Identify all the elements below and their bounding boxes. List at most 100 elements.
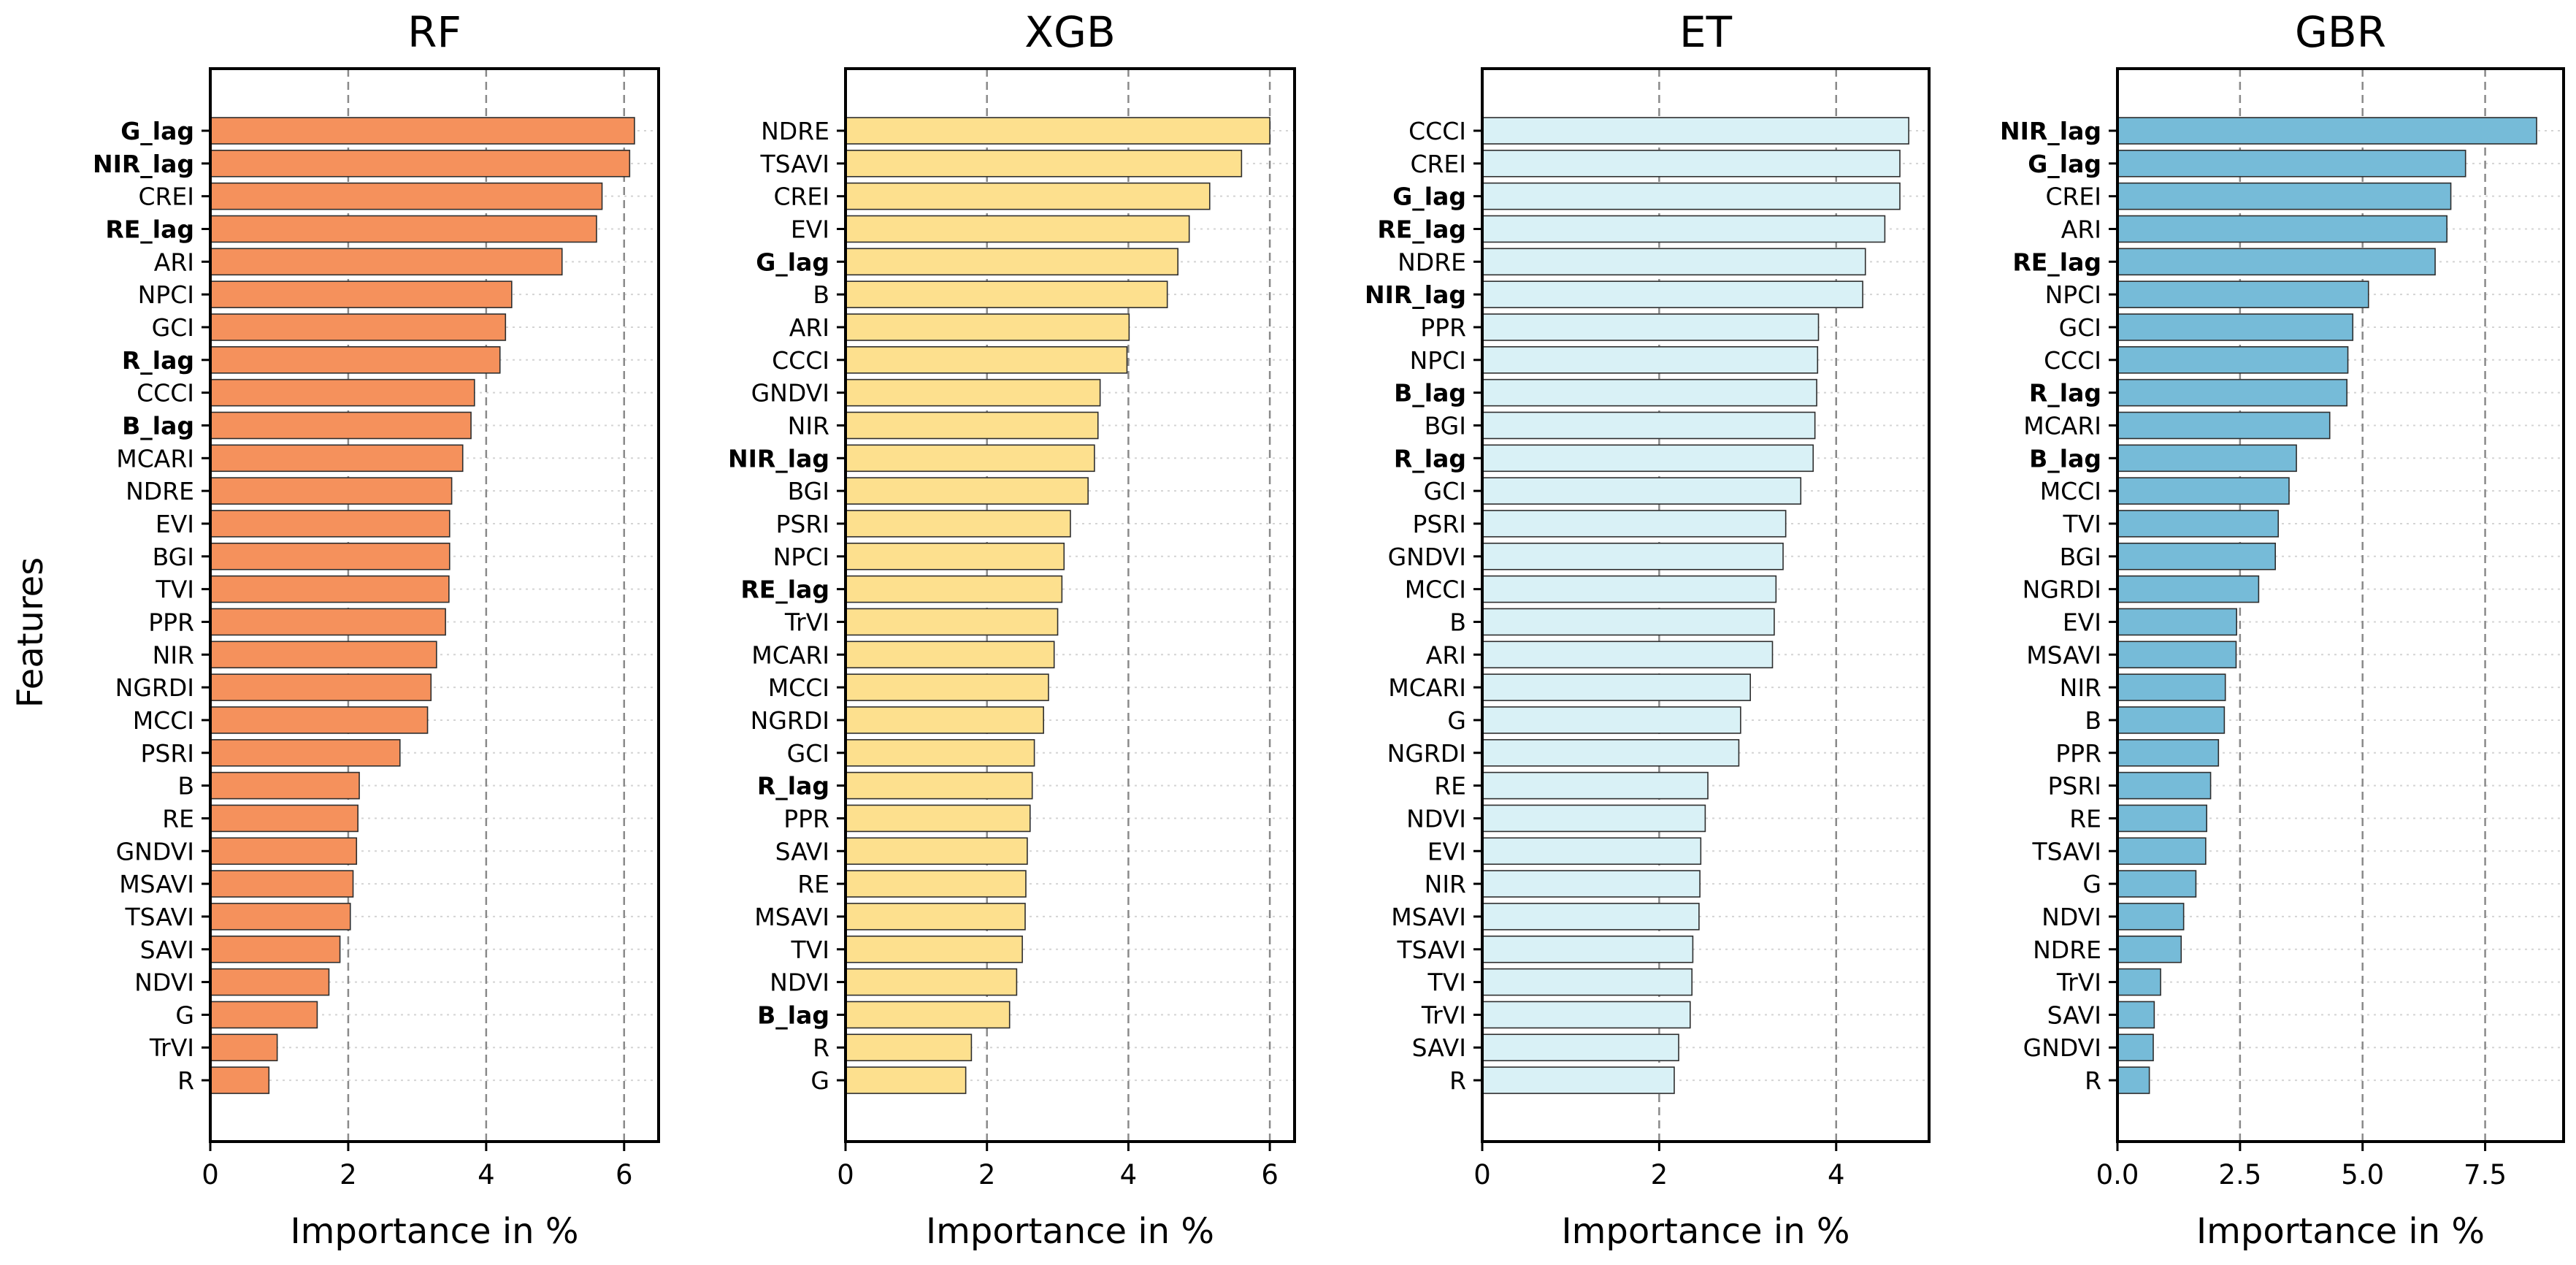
bar-psri [845, 510, 1071, 538]
bar-b [2117, 706, 2226, 734]
bar-gci [845, 738, 1035, 767]
bar-g-lag [845, 248, 1178, 276]
bar-ppr [845, 804, 1031, 833]
x-tick-label: 5.0 [2341, 1159, 2384, 1191]
bar-tvi [1481, 968, 1693, 996]
bar-g [2117, 870, 2197, 898]
y-tick-label: GCI [2059, 313, 2101, 342]
y-tick-label: CCCI [772, 346, 829, 375]
y-tick-label: G_lag [2028, 150, 2101, 178]
y-tick-label: BGI [153, 543, 194, 571]
y-tick-label: GCI [1424, 477, 1466, 505]
bar-trvi [210, 1033, 278, 1062]
x-tick-label: 0 [202, 1159, 219, 1191]
y-tick-label: NDRE [1398, 248, 1466, 276]
y-tick-label: NDRE [2033, 936, 2101, 964]
bar-nir [845, 411, 1099, 440]
bar-ndre [2117, 935, 2182, 963]
axes-frame [2116, 67, 2565, 1143]
bar-ppr [210, 608, 446, 636]
y-tick-label: MCCI [1405, 576, 1466, 604]
bar-crei [1481, 150, 1901, 177]
bar-gci [1481, 477, 1802, 505]
y-tick-label: EVI [1427, 837, 1466, 865]
y-tick-label: NGRDI [1387, 739, 1466, 768]
bar-ndre [845, 117, 1270, 145]
bar-mcari [845, 641, 1055, 669]
x-axis-label: Importance in % [1562, 1211, 1850, 1252]
bar-ppr [2117, 738, 2220, 767]
bar-msavi [845, 903, 1026, 930]
bar-npci [845, 542, 1065, 570]
y-tick-label: NPCI [773, 543, 829, 571]
bar-ccci [1481, 117, 1909, 145]
y-tick-label: G_lag [120, 117, 194, 145]
bar-g [210, 1001, 318, 1029]
y-tick-label: TSAVI [2032, 837, 2102, 865]
panel-xgb: NDRETSAVICREIEVIG_lagBARICCCIGNDVINIRNIR… [728, 7, 1296, 1252]
y-tick-label: MCCI [768, 673, 829, 702]
y-tick-label: EVI [156, 510, 194, 538]
figure-ylabel: Features [10, 557, 51, 708]
y-tick-label: G [2082, 870, 2101, 898]
y-tick-label: ARI [154, 248, 194, 276]
bar-ngrdi [1481, 738, 1740, 767]
y-tick-label: G_lag [1392, 183, 1466, 211]
y-tick-label: CREI [773, 183, 829, 211]
y-tick-label: G_lag [756, 248, 829, 276]
panel-et: CCCI CREI G_lag RE_lag NDRE NIR_lag PPR NPCI B_l… [1365, 7, 1931, 1252]
bar-evi [2117, 608, 2237, 636]
x-tick-label: 0 [1473, 1159, 1491, 1191]
y-tick-label: PSRI [140, 739, 194, 768]
bar-gndvi [1481, 542, 1784, 570]
bar-nir [2117, 673, 2226, 701]
bar-nir-lag [845, 444, 1095, 473]
y-tick-label: MCARI [116, 444, 194, 473]
y-tick-label: BGI [1425, 411, 1466, 440]
bar-gci [210, 313, 507, 341]
bar-re-lag [2117, 248, 2436, 276]
bar-mcci [1481, 575, 1777, 603]
y-tick-label: SAVI [775, 837, 829, 865]
bar-nir [1481, 870, 1701, 898]
bar-re-lag [845, 575, 1063, 603]
y-tick-label: ARI [1426, 641, 1466, 669]
y-tick-label: NIR [788, 411, 829, 440]
bar-evi [845, 215, 1190, 243]
bar-evi [1481, 837, 1702, 865]
bar-mcci [2117, 477, 2290, 505]
panel-rf: G_lag NIR_lag CREI RE_lag ARI NPCI GCI R_lag CCC… [93, 7, 660, 1252]
bar-ndvi [845, 968, 1018, 996]
bar-tsavi [210, 903, 351, 930]
y-tick-label: EVI [2063, 608, 2101, 636]
bar-bgi [210, 542, 451, 570]
y-tick-label: TSAVI [125, 903, 195, 931]
bar-gndvi [210, 837, 358, 865]
y-tick-label: BGI [2060, 543, 2101, 571]
bar-mcci [845, 673, 1049, 701]
bar-ndvi [2117, 903, 2185, 930]
y-tick-label: PPR [1420, 313, 1466, 342]
bar-savi [210, 935, 341, 963]
bar-nir-lag [1481, 280, 1863, 308]
bar-r [1481, 1066, 1675, 1094]
y-tick-label: NDVI [770, 968, 829, 997]
y-tick-label: NIR_lag [93, 150, 194, 178]
y-tick-label: TSAVI [760, 150, 830, 178]
y-tick-label: GNDVI [1388, 543, 1466, 571]
bar-tsavi [845, 150, 1243, 177]
bar-b [210, 771, 360, 800]
bar-b-lag [1481, 378, 1817, 407]
y-tick-label: NGRDI [2023, 576, 2101, 604]
bar-trvi [1481, 1001, 1691, 1029]
y-tick-label: R_lag [2029, 379, 2101, 408]
bar-tvi [210, 575, 450, 603]
panel-title: RF [407, 7, 461, 57]
y-tick-label: SAVI [140, 936, 194, 964]
y-tick-label: TrVI [784, 608, 829, 636]
x-tick-label: 2 [1651, 1159, 1668, 1191]
bar-savi [2117, 1001, 2155, 1029]
x-tick-label: 6 [1261, 1159, 1279, 1191]
bar-gndvi [2117, 1033, 2154, 1062]
